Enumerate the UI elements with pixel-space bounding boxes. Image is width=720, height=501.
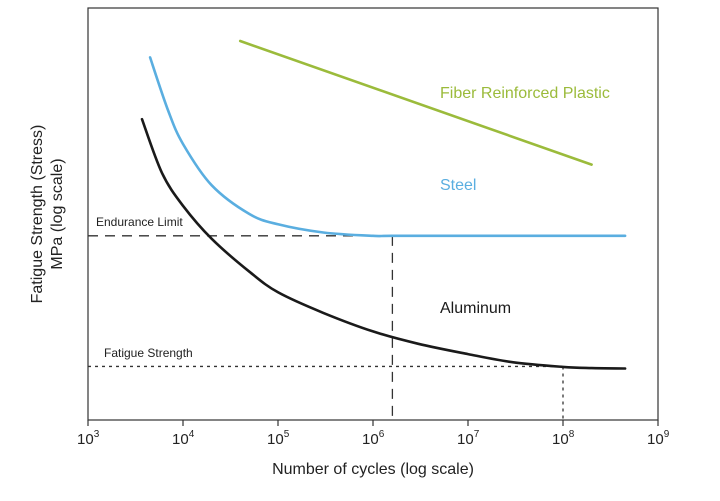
- fatigue-strength-label: Fatigue Strength: [104, 346, 193, 360]
- x-tick-label-7: 107: [457, 429, 480, 448]
- y-axis-title: Fatigue Strength (Stress) MPa (log scale…: [29, 125, 66, 304]
- series-label-fiber-reinforced-plastic: Fiber Reinforced Plastic: [440, 85, 610, 102]
- x-axis-title: Number of cycles (log scale): [272, 461, 474, 478]
- x-tick-label-6: 106: [362, 429, 385, 448]
- reference-lines: [88, 235, 564, 420]
- series-line-aluminum: [140, 117, 627, 370]
- series-line-fiber-reinforced-plastic: [238, 39, 593, 166]
- endurance-limit-label: Endurance Limit: [96, 215, 183, 229]
- x-tick-label-3: 103: [77, 429, 100, 448]
- series-line-steel: [148, 56, 627, 238]
- x-tick-label-8: 108: [552, 429, 575, 448]
- x-axis-ticks: 103 104 105 106 107 108 109: [77, 420, 670, 448]
- series-group: [140, 39, 627, 370]
- x-tick-label-5: 105: [267, 429, 290, 448]
- y-axis-title-line-2: MPa (log scale): [49, 158, 66, 269]
- series-label-steel: Steel: [440, 177, 476, 194]
- y-axis-title-line-1: Fatigue Strength (Stress): [29, 125, 46, 304]
- series-label-aluminum: Aluminum: [440, 300, 511, 317]
- x-tick-label-9: 109: [647, 429, 670, 448]
- x-tick-label-4: 104: [172, 429, 195, 448]
